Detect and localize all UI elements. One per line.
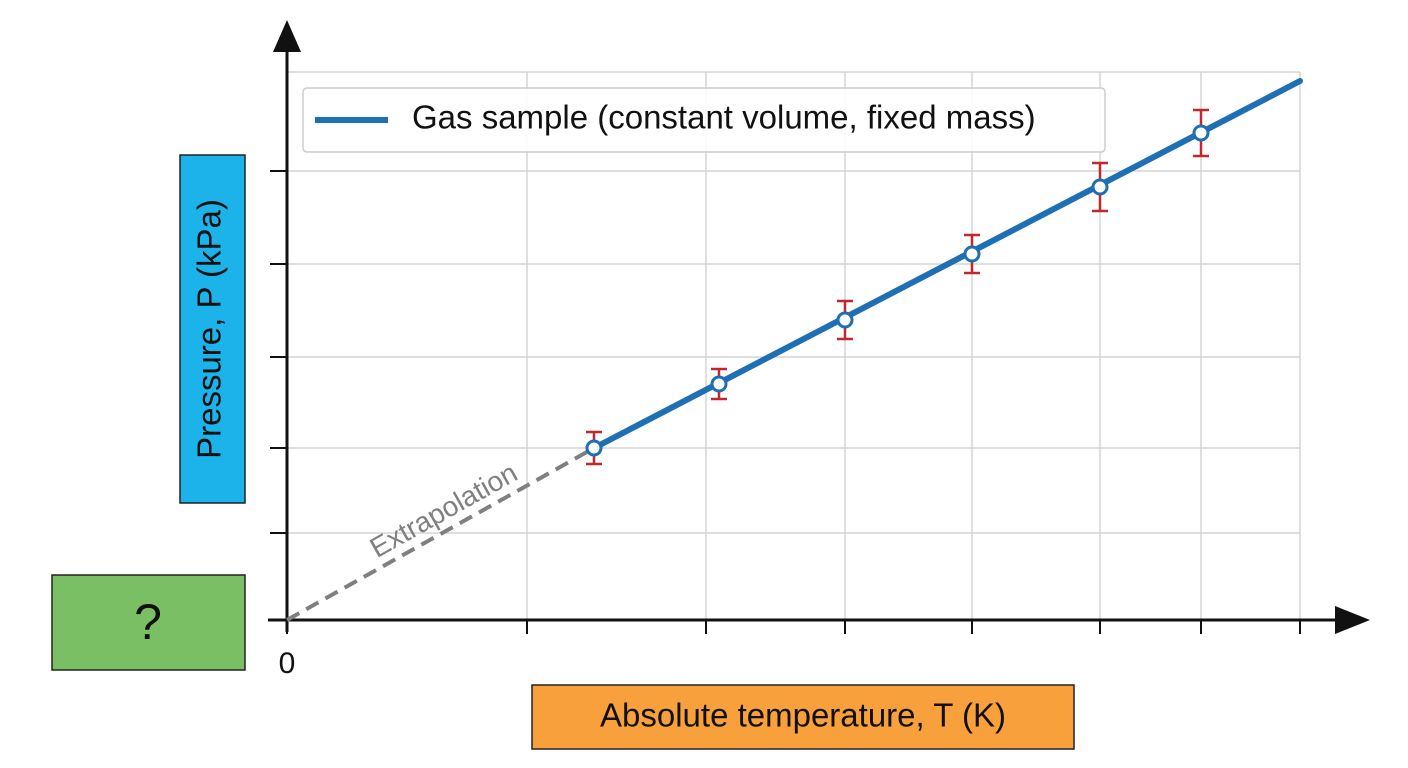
xlabel-box (531, 684, 1075, 750)
unknown-label: ? (134, 594, 162, 650)
extrapolation-line (286, 446, 595, 622)
x-axis-arrow (1335, 606, 1370, 634)
data-point (710, 375, 728, 393)
data-point (585, 439, 603, 457)
ylabel-box (179, 154, 246, 504)
data-point (836, 311, 854, 329)
data-point (1091, 178, 1109, 196)
y-axis-arrow (273, 20, 301, 52)
extrapolation-label: Extrapolation (365, 457, 523, 564)
y-axis-label: Pressure, P (kPa) (191, 199, 228, 459)
x-axis-label: Absolute temperature, T (K) (600, 697, 1006, 734)
legend-box (302, 87, 1106, 153)
x-tick-label: 0 (279, 647, 296, 680)
data-point (963, 245, 981, 263)
data-point (1192, 124, 1210, 142)
legend-label: Gas sample (constant volume, fixed mass) (412, 99, 1036, 136)
unknown-box (51, 574, 246, 671)
